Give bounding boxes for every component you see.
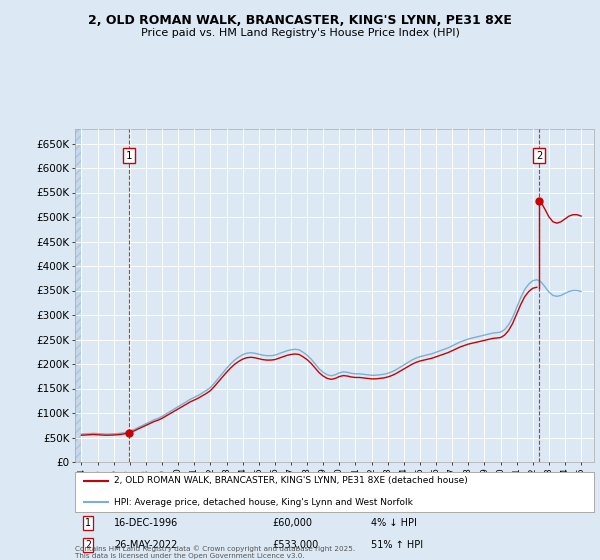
Text: 1: 1	[126, 151, 132, 161]
Text: 2, OLD ROMAN WALK, BRANCASTER, KING'S LYNN, PE31 8XE: 2, OLD ROMAN WALK, BRANCASTER, KING'S LY…	[88, 14, 512, 27]
Text: 26-MAY-2022: 26-MAY-2022	[114, 540, 178, 550]
Text: 2: 2	[85, 540, 91, 550]
Text: 4% ↓ HPI: 4% ↓ HPI	[371, 518, 417, 528]
Text: 51% ↑ HPI: 51% ↑ HPI	[371, 540, 423, 550]
Text: 2, OLD ROMAN WALK, BRANCASTER, KING'S LYNN, PE31 8XE (detached house): 2, OLD ROMAN WALK, BRANCASTER, KING'S LY…	[114, 477, 467, 486]
Text: £533,000: £533,000	[272, 540, 319, 550]
Text: £60,000: £60,000	[272, 518, 312, 528]
Text: Contains HM Land Registry data © Crown copyright and database right 2025.
This d: Contains HM Land Registry data © Crown c…	[75, 545, 355, 559]
Text: 16-DEC-1996: 16-DEC-1996	[114, 518, 178, 528]
Text: 2: 2	[536, 151, 542, 161]
Text: Price paid vs. HM Land Registry's House Price Index (HPI): Price paid vs. HM Land Registry's House …	[140, 28, 460, 38]
Text: HPI: Average price, detached house, King's Lynn and West Norfolk: HPI: Average price, detached house, King…	[114, 498, 413, 507]
Text: 1: 1	[85, 518, 91, 528]
